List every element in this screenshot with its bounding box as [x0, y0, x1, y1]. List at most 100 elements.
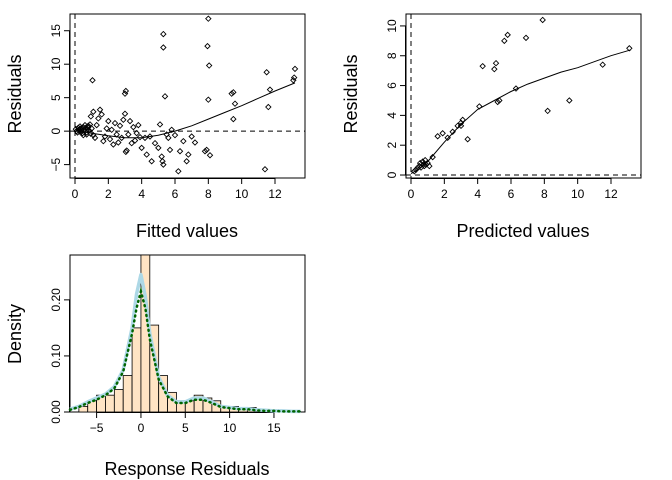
y-tick-label: 0.20 — [49, 288, 63, 312]
data-point — [120, 116, 127, 123]
data-point — [539, 16, 546, 24]
y-tick-label: 8 — [385, 52, 399, 59]
histogram-bar — [131, 327, 142, 413]
data-point — [85, 123, 92, 131]
data-point — [90, 108, 97, 115]
x-tick-label: 15 — [267, 421, 281, 435]
data-point — [265, 103, 272, 111]
data-point — [191, 139, 199, 146]
data-point — [121, 90, 129, 97]
data-point — [98, 111, 105, 118]
x-tick-label: 6 — [508, 187, 515, 201]
data-point — [439, 130, 446, 137]
panel-residuals-vs-fitted: 0 2 4 6 8 10 12 −5 0 5 10 15 Fitted values Residual… — [5, 13, 306, 241]
data-point — [87, 113, 95, 120]
data-point — [125, 131, 132, 138]
data-point — [230, 115, 237, 123]
x-tick-label: −5 — [90, 421, 104, 435]
data-point — [100, 137, 107, 145]
x-tick-label: 10 — [223, 421, 237, 435]
y-tick-label: 5 — [49, 94, 63, 101]
data-point — [81, 121, 89, 129]
data-point — [290, 74, 298, 81]
data-point — [263, 69, 270, 76]
data-point — [121, 110, 129, 117]
data-point — [290, 77, 297, 84]
plot-area: 0 2 4 6 8 10 12 0 2 4 6 8 10 — [385, 13, 642, 201]
histogram-bar — [105, 394, 115, 413]
x-tick-label: 8 — [541, 187, 548, 201]
data-point — [91, 134, 99, 142]
y-tick-label: 0 — [49, 127, 63, 134]
data-point — [421, 162, 428, 170]
y-axis-label: Residuals — [341, 54, 361, 133]
data-point — [266, 86, 274, 93]
data-point — [176, 147, 184, 155]
histogram-bar — [113, 389, 124, 413]
data-point — [156, 121, 164, 128]
data-point — [131, 137, 139, 144]
data-point — [160, 44, 167, 51]
x-tick-label: 10 — [571, 187, 585, 201]
y-tick-label: 10 — [49, 57, 63, 71]
data-point — [161, 93, 169, 100]
data-point — [130, 123, 137, 131]
data-point — [205, 62, 213, 69]
x-tick-label: 8 — [205, 187, 212, 201]
x-tick-label: 0 — [72, 187, 79, 201]
data-point — [426, 162, 433, 170]
data-point — [599, 61, 606, 68]
x-tick-label: 5 — [182, 421, 189, 435]
data-point — [105, 117, 112, 125]
data-point — [419, 158, 426, 165]
x-axis-label: Response Residuals — [104, 459, 269, 479]
x-tick-label: 12 — [268, 187, 282, 201]
data-point — [160, 161, 167, 168]
data-point — [151, 139, 159, 147]
smooth-trend-line — [410, 49, 632, 174]
data-point — [422, 161, 430, 168]
data-point — [522, 34, 530, 42]
y-tick-label: 0.00 — [49, 400, 63, 424]
y-tick-label: 0 — [385, 171, 399, 178]
data-point — [165, 134, 172, 142]
data-point — [103, 125, 110, 132]
y-tick-label: −5 — [49, 157, 63, 171]
data-point — [491, 65, 498, 73]
data-point — [171, 131, 179, 139]
x-axis-label: Predicted values — [456, 221, 589, 241]
data-point — [89, 77, 96, 84]
data-point — [122, 87, 130, 95]
data-point — [128, 139, 135, 147]
data-point — [90, 131, 97, 139]
data-point — [201, 147, 209, 155]
x-tick-label: 6 — [172, 187, 179, 201]
data-point — [135, 121, 142, 129]
data-point — [148, 158, 155, 165]
data-point — [492, 59, 500, 67]
data-point — [166, 146, 174, 154]
data-point — [175, 168, 182, 175]
density-curve-solid — [69, 272, 301, 414]
data-point — [434, 133, 441, 140]
data-point — [108, 126, 115, 134]
data-point — [95, 115, 102, 122]
data-point — [412, 166, 420, 174]
data-point — [155, 144, 162, 152]
data-point — [180, 137, 187, 145]
data-point — [143, 151, 150, 158]
data-point — [206, 152, 214, 159]
data-point — [185, 151, 192, 158]
data-point — [501, 37, 508, 45]
data-point — [160, 30, 167, 38]
data-point — [205, 96, 212, 103]
x-tick-label: 2 — [105, 187, 112, 201]
y-axis-label: Density — [5, 304, 25, 364]
data-point — [158, 153, 165, 160]
x-tick-label: 0 — [408, 187, 415, 201]
plot-frame — [69, 254, 306, 413]
x-tick-label: 4 — [138, 187, 145, 201]
histogram-bar — [122, 375, 133, 413]
data-point — [76, 123, 84, 130]
